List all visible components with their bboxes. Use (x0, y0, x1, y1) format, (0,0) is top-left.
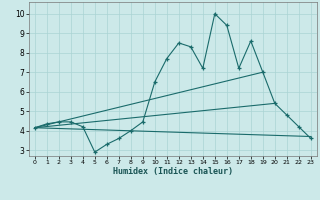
X-axis label: Humidex (Indice chaleur): Humidex (Indice chaleur) (113, 167, 233, 176)
